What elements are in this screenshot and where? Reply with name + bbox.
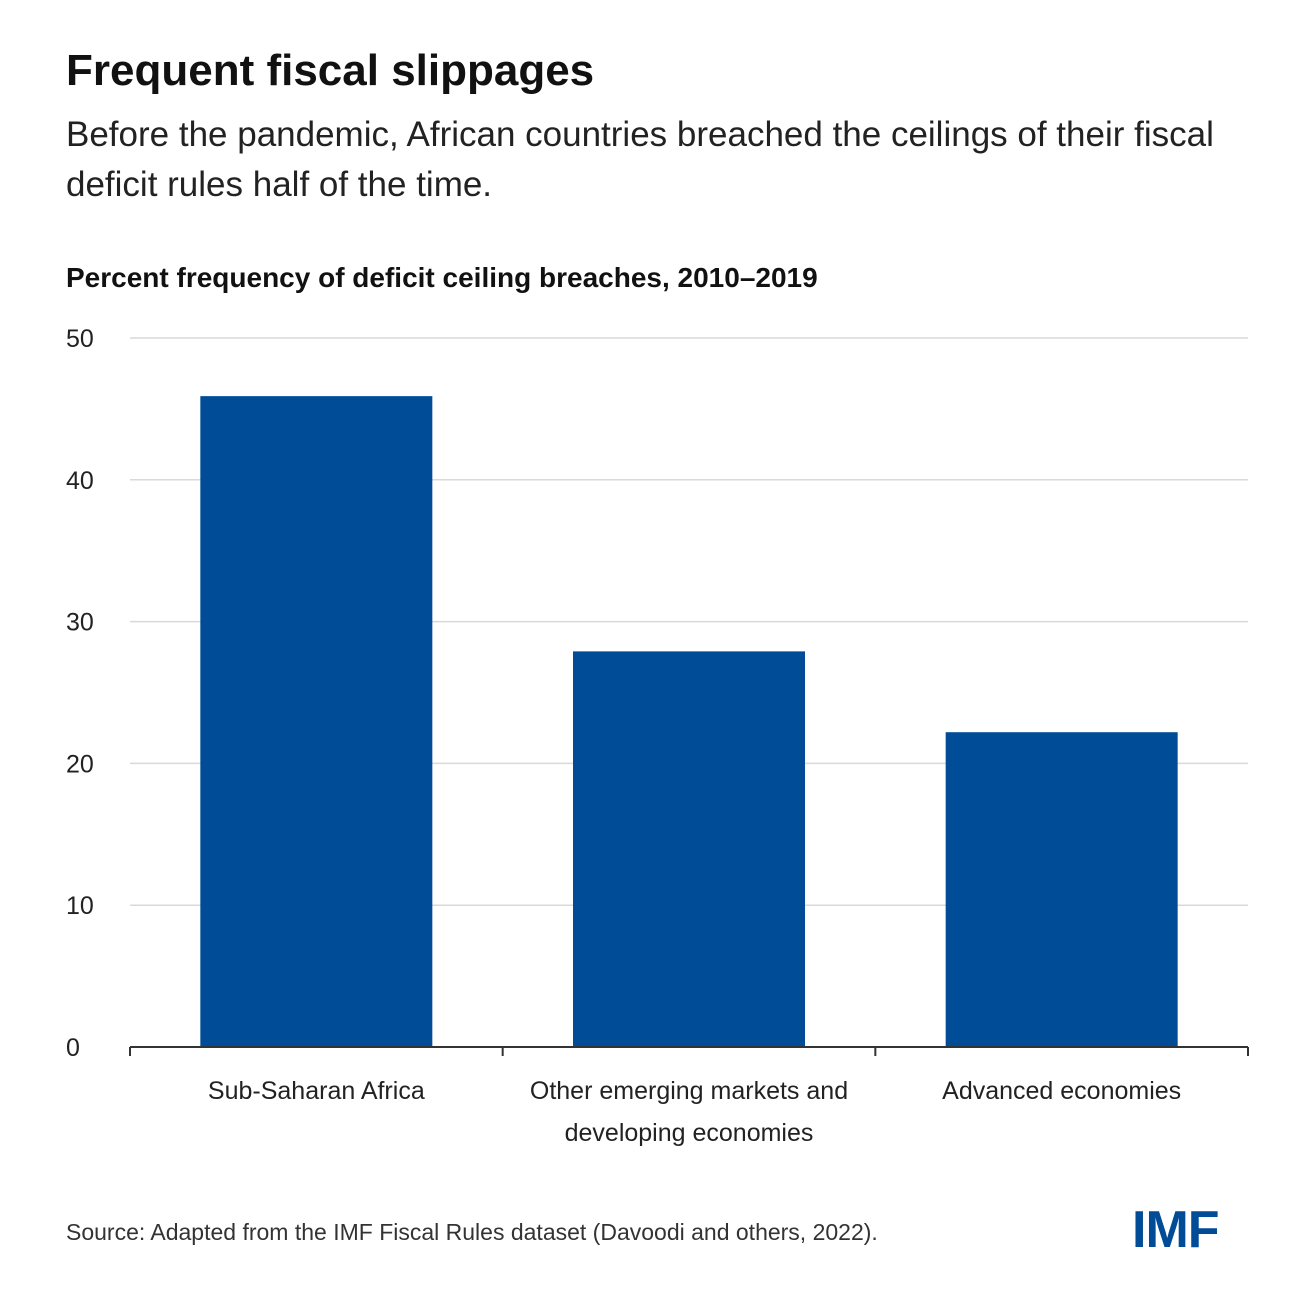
bar	[573, 651, 805, 1047]
chart-subtitle: Before the pandemic, African countries b…	[66, 115, 1214, 204]
bar	[945, 732, 1178, 1047]
y-tick-label: 30	[66, 609, 94, 637]
x-tick-label: Sub-Saharan Africa	[208, 1077, 425, 1105]
bar-chart: 0 10 20 30 40 50 Sub-Saharan Africa Other emerg…	[66, 325, 1249, 1147]
chart-heading: Percent frequency of deficit ceiling bre…	[66, 262, 818, 293]
y-tick-label: 40	[66, 467, 94, 495]
x-tick-label: developing economies	[565, 1119, 814, 1147]
y-tick-label: 0	[66, 1034, 80, 1062]
x-tick-label: Advanced economies	[942, 1077, 1181, 1105]
bar	[200, 396, 433, 1047]
y-tick-label: 50	[66, 325, 94, 353]
imf-logo: IMF	[1132, 1201, 1220, 1259]
source-note: Source: Adapted from the IMF Fiscal Rule…	[66, 1219, 878, 1245]
x-tick-label: Other emerging markets and	[530, 1077, 848, 1105]
y-tick-label: 10	[66, 892, 94, 920]
y-tick-label: 20	[66, 750, 94, 778]
chart-title: Frequent fiscal slippages	[66, 46, 595, 95]
